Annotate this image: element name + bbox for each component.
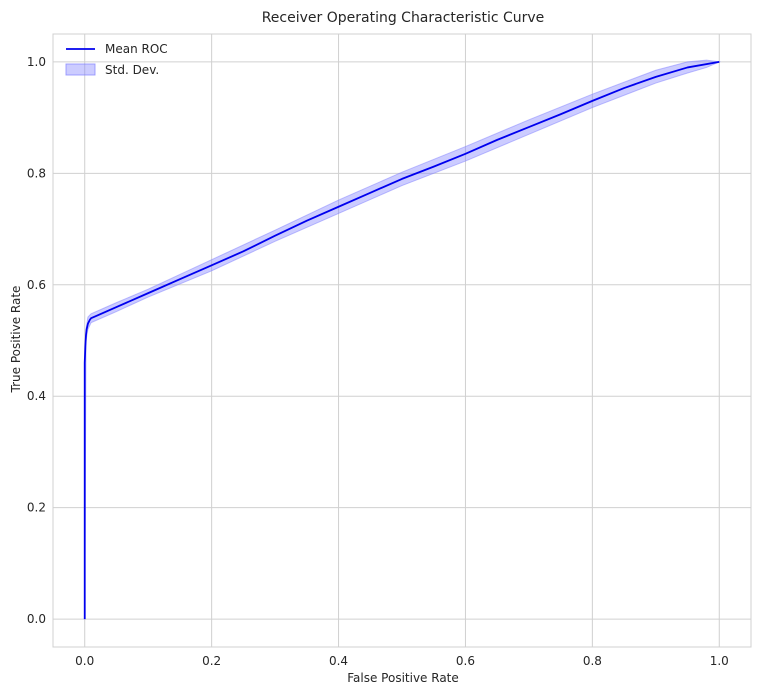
y-axis-ticks: 0.0 0.2 0.4 0.6 0.8 1.0	[27, 55, 46, 626]
legend-mean-roc-label: Mean ROC	[105, 42, 168, 56]
legend: Mean ROC Std. Dev.	[65, 42, 168, 77]
legend-std-dev-swatch	[65, 63, 96, 76]
x-tick-label: 0.2	[202, 654, 221, 668]
x-axis-ticks: 0.0 0.2 0.4 0.6 0.8 1.0	[75, 654, 729, 668]
mean-roc-line-layer	[83, 60, 720, 620]
mean-roc-line	[83, 60, 720, 620]
plot-frame	[52, 33, 752, 648]
y-tick-label: 0.0	[27, 612, 46, 626]
grid	[53, 34, 751, 647]
y-tick-label: 0.2	[27, 501, 46, 515]
x-tick-label: 0.4	[329, 654, 348, 668]
y-tick-label: 0.6	[27, 278, 46, 292]
x-tick-label: 0.8	[583, 654, 602, 668]
legend-std-dev-label: Std. Dev.	[105, 63, 159, 77]
y-axis-label: True Positive Rate	[9, 286, 23, 394]
x-axis-label: False Positive Rate	[347, 671, 459, 685]
x-tick-label: 0.6	[456, 654, 475, 668]
x-tick-label: 1.0	[710, 654, 729, 668]
y-tick-label: 0.4	[27, 389, 46, 403]
x-tick-label: 0.0	[75, 654, 94, 668]
y-tick-label: 0.8	[27, 166, 46, 180]
y-tick-label: 1.0	[27, 55, 46, 69]
chart-title: Receiver Operating Characteristic Curve	[262, 10, 545, 26]
